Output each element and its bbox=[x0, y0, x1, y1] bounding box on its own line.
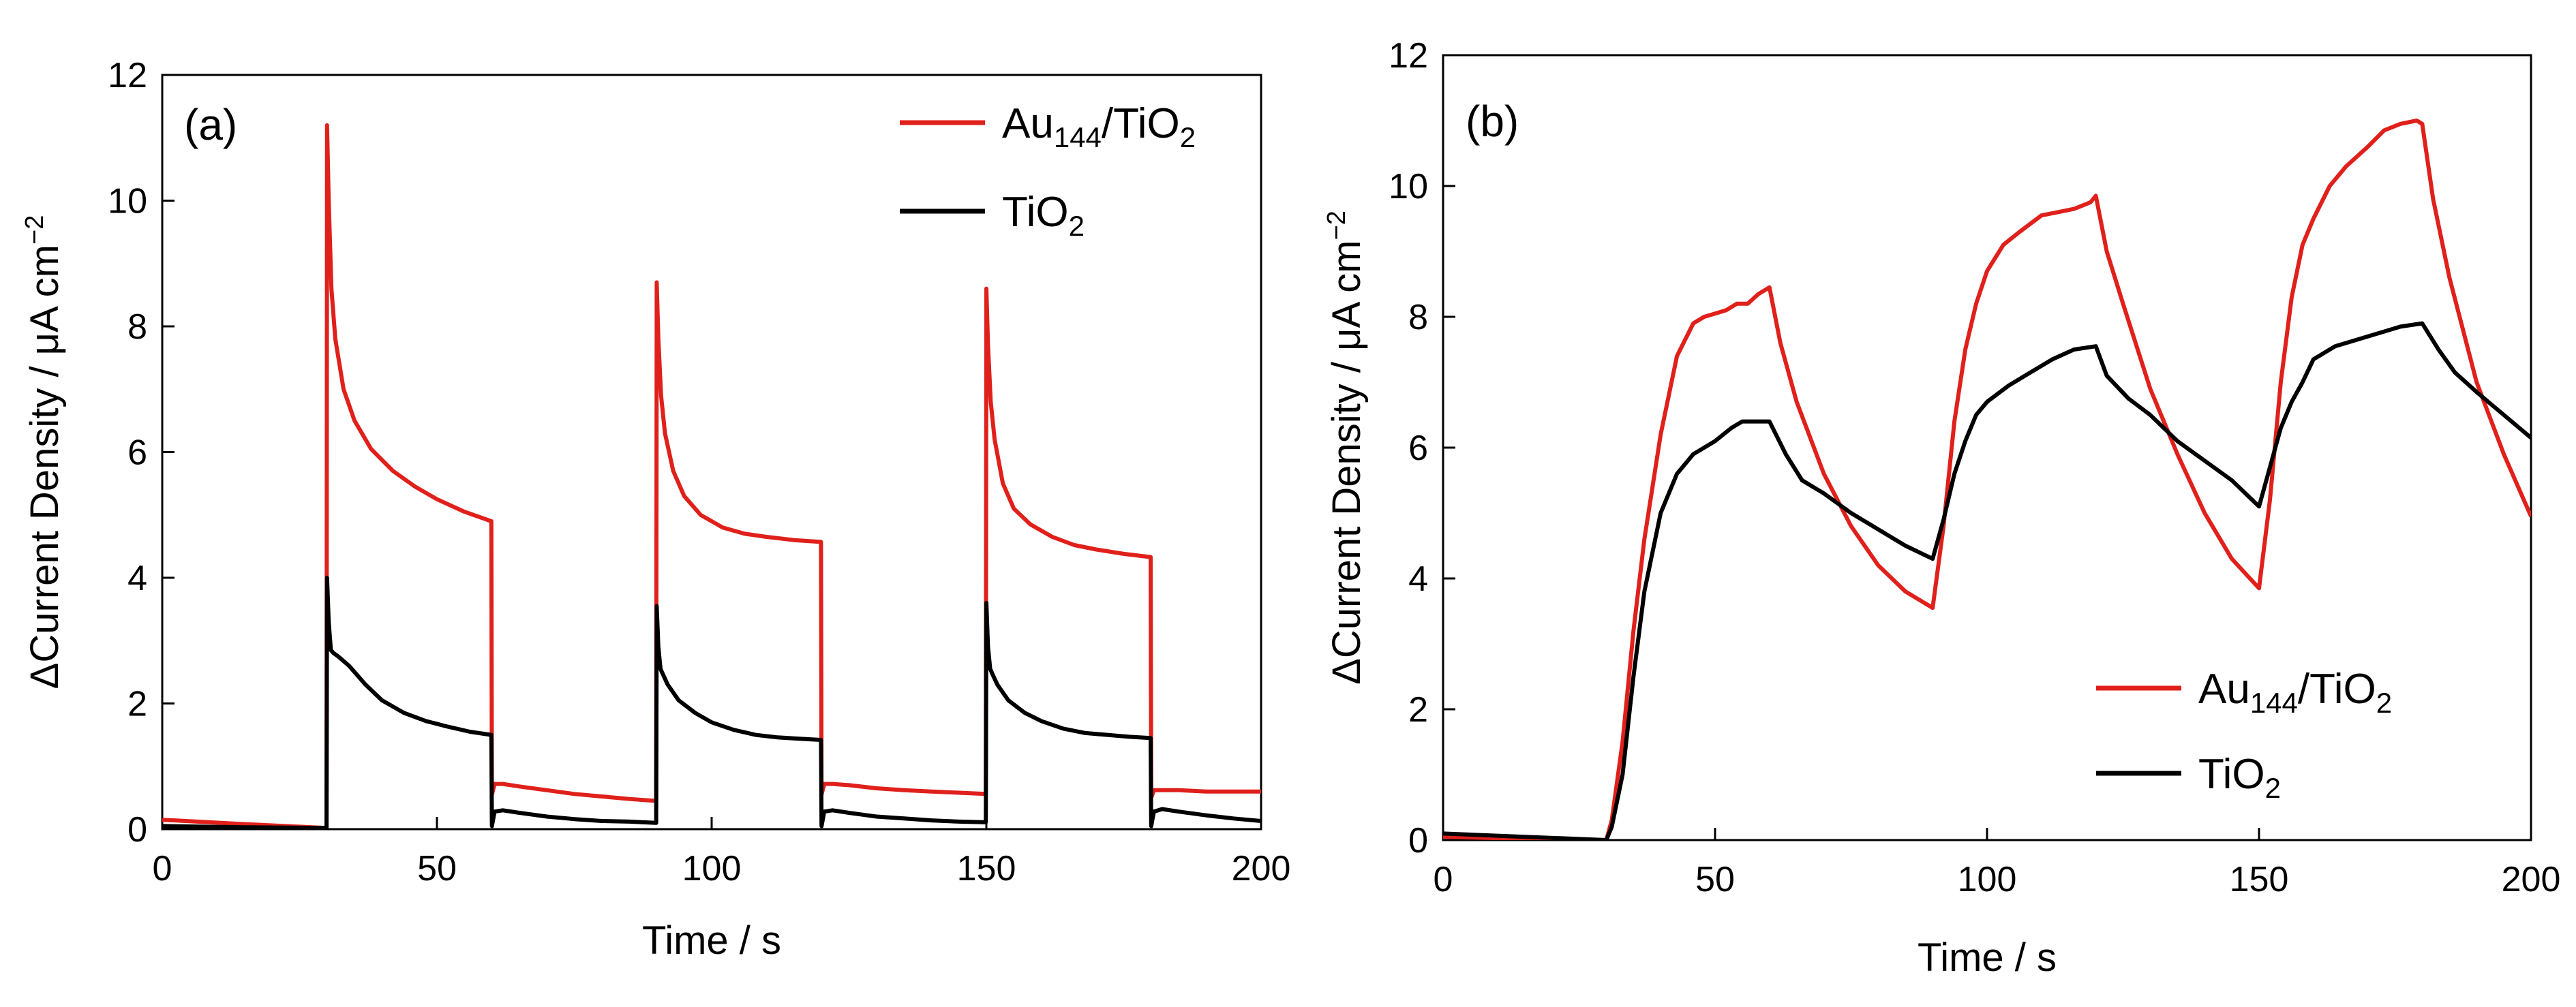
x-tick-label: 150 bbox=[957, 849, 1016, 888]
series-line-tio2 bbox=[162, 576, 1261, 829]
y-tick-label: 4 bbox=[1408, 559, 1428, 599]
x-tick-label: 150 bbox=[2230, 860, 2289, 899]
y-axis-label: ΔCurrent Density / μA cm−2 bbox=[20, 215, 67, 690]
x-tick-label: 50 bbox=[1695, 860, 1735, 899]
x-tick-label: 100 bbox=[1958, 860, 2017, 899]
chart-panel-b: 0 2 4 6 8 10 12 0 50 100 150 200 Time / s ΔCurrent De… bbox=[1322, 36, 2560, 980]
x-axis-label: Time / s bbox=[1918, 935, 2057, 980]
y-tick-label: 8 bbox=[1408, 298, 1428, 337]
series-line-au144-tio2 bbox=[1443, 119, 2531, 840]
series-line-tio2 bbox=[1443, 321, 2531, 840]
panel-label: (b) bbox=[1466, 97, 1519, 146]
y-tick-label: 12 bbox=[108, 56, 147, 95]
x-tick-label: 50 bbox=[417, 849, 457, 888]
legend-label: Au144/TiO2 bbox=[2198, 666, 2392, 719]
series-line-au144-tio2 bbox=[162, 123, 1261, 829]
y-tick-label: 10 bbox=[108, 182, 147, 221]
legend-label: TiO2 bbox=[2198, 751, 2281, 804]
x-tick-label: 100 bbox=[682, 849, 742, 888]
x-tick-label: 0 bbox=[153, 849, 172, 888]
y-tick-label: 12 bbox=[1389, 36, 1428, 76]
x-axis-label: Time / s bbox=[642, 918, 781, 963]
legend: Au144/TiO2 TiO2 bbox=[900, 100, 1196, 242]
y-axis-label: ΔCurrent Density / μA cm−2 bbox=[1322, 211, 1369, 685]
y-tick-label: 2 bbox=[127, 685, 147, 724]
chart-panel-a: 0 2 4 6 8 10 12 0 50 100 150 200 Time / s ΔCurrent De… bbox=[20, 56, 1290, 963]
y-tick-label: 6 bbox=[1408, 429, 1428, 468]
legend-label: Au144/TiO2 bbox=[1002, 100, 1196, 153]
y-tick-label: 0 bbox=[127, 810, 147, 850]
y-tick-label: 4 bbox=[127, 559, 147, 598]
x-tick-label: 0 bbox=[1434, 860, 1453, 899]
panel-label: (a) bbox=[184, 100, 237, 149]
y-tick-label: 0 bbox=[1408, 821, 1428, 861]
y-tick-label: 10 bbox=[1389, 167, 1428, 206]
legend: Au144/TiO2 TiO2 bbox=[2096, 666, 2392, 804]
x-tick-label: 200 bbox=[2502, 860, 2561, 899]
legend-label: TiO2 bbox=[1002, 189, 1085, 242]
y-tick-label: 2 bbox=[1408, 690, 1428, 730]
x-tick-label: 200 bbox=[1232, 849, 1291, 888]
y-tick-label: 6 bbox=[127, 433, 147, 473]
y-tick-label: 8 bbox=[127, 307, 147, 347]
